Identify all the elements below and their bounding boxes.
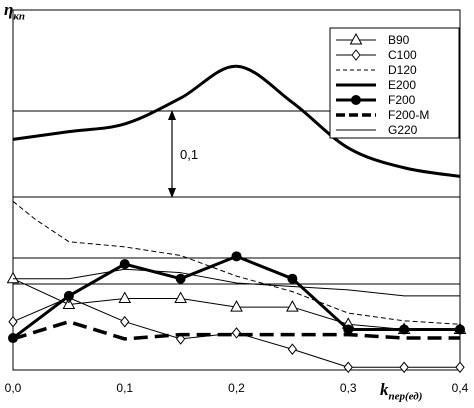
series-line-g220 (13, 268, 460, 297)
legend-item-c100: C100 (336, 48, 417, 62)
series-line-d120 (12, 200, 461, 325)
data-point-c100-4 (231, 327, 242, 339)
annotation-0-1: 0,1 (168, 110, 198, 198)
legend-item-f200-m: F200-M (336, 108, 429, 122)
legend-marker (351, 49, 361, 61)
data-point-b90-3 (174, 291, 187, 303)
legend-item-f200: F200 (336, 93, 416, 107)
annotation-arrow-head-up (168, 110, 176, 120)
data-point-f200-1 (63, 290, 74, 301)
y-axis-label-sub: кп (13, 10, 26, 23)
x-tick-label: 0,1 (116, 381, 133, 395)
data-point-c100-6 (343, 361, 353, 374)
data-point-f200-4 (231, 251, 242, 262)
series-e200 (12, 64, 461, 178)
x-tick-label: 0,4 (452, 381, 469, 395)
data-point-c100-8 (455, 361, 465, 374)
legend-item-g220: G220 (336, 123, 418, 137)
data-point-c100-7 (399, 361, 409, 374)
series-f200 (8, 251, 465, 344)
data-point-b90-1 (62, 297, 76, 309)
data-point-f200-5 (287, 273, 298, 284)
x-axis-label-sub: пер(ед) (388, 390, 423, 403)
legend-label: F200-M (388, 108, 429, 122)
legend-marker (349, 32, 363, 45)
data-point-b90-2 (118, 291, 132, 303)
legend-label: C100 (388, 48, 417, 62)
series-c100 (8, 291, 465, 374)
annotation-label: 0,1 (180, 147, 198, 162)
plot-area-frame (12, 9, 461, 371)
series-line-e200 (12, 64, 461, 178)
legend-label: E200 (388, 78, 416, 92)
series-d120 (12, 200, 461, 325)
data-point-b90-4 (230, 300, 243, 312)
data-point-f200-6 (343, 324, 354, 335)
x-tick-labels: 0,0 0,1 0,2 0,3 0,4 (5, 381, 469, 395)
legend-marker (351, 95, 361, 105)
legend-item-d120: D120 (336, 63, 417, 77)
x-tick-label: 0,3 (340, 381, 357, 395)
data-point-c100-2 (120, 315, 130, 328)
legend-label: G220 (388, 123, 418, 137)
x-axis-label-main: k (380, 380, 389, 399)
y-axis-label-main: η (4, 0, 14, 19)
data-point-c100-5 (287, 343, 298, 356)
legend-label: B90 (388, 33, 410, 47)
x-tick-label: 0,0 (5, 381, 22, 395)
legend-item-b90: B90 (336, 32, 410, 47)
legend-item-e200: E200 (336, 78, 416, 92)
data-point-c100-0 (8, 315, 18, 328)
data-point-f200-8 (455, 324, 465, 335)
x-axis-label: kпер(ед) (380, 380, 422, 402)
legend-label: F200 (388, 93, 416, 107)
legend-label: D120 (388, 63, 417, 77)
x-tick-label: 0,2 (228, 381, 245, 395)
data-point-f200-7 (399, 324, 410, 335)
series-g220 (13, 268, 460, 297)
legend-box (329, 27, 460, 139)
data-point-f200-2 (119, 259, 130, 270)
data-point-f200-3 (175, 273, 186, 284)
y-axis-label: ηкп (4, 0, 25, 22)
series-layer (6, 64, 467, 374)
annotation-arrow-head-down (168, 188, 176, 198)
data-point-b90-5 (286, 300, 299, 312)
data-point-b90-0 (6, 271, 20, 284)
